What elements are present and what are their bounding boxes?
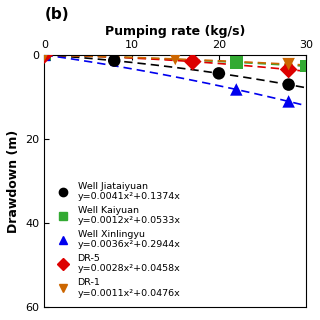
- Point: [286, 99, 291, 104]
- Point: [286, 67, 291, 72]
- Y-axis label: Drawdown (m): Drawdown (m): [7, 129, 20, 233]
- Point: [42, 52, 47, 58]
- Point: [216, 71, 221, 76]
- Legend: Well Jiataiyuan
y=0.0041x²+0.1374x, Well Kaiyuan
y=0.0012x²+0.0533x, Well Xinlin: Well Jiataiyuan y=0.0041x²+0.1374x, Well…: [52, 180, 182, 300]
- Point: [42, 52, 47, 58]
- Point: [190, 59, 195, 64]
- Point: [234, 87, 239, 92]
- Text: (b): (b): [44, 7, 69, 22]
- Point: [112, 58, 117, 63]
- Point: [42, 52, 47, 58]
- X-axis label: Pumping rate (kg/s): Pumping rate (kg/s): [105, 25, 245, 37]
- Point: [303, 64, 308, 69]
- Point: [286, 82, 291, 87]
- Point: [173, 56, 178, 61]
- Point: [286, 61, 291, 67]
- Point: [234, 60, 239, 65]
- Point: [42, 52, 47, 58]
